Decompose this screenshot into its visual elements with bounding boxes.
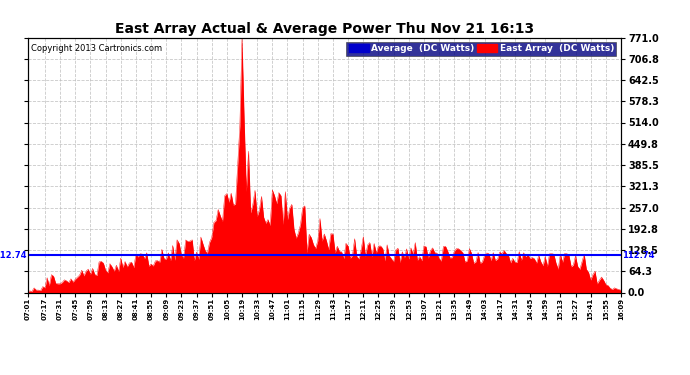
Text: 112.74: 112.74 xyxy=(622,251,654,260)
Title: East Array Actual & Average Power Thu Nov 21 16:13: East Array Actual & Average Power Thu No… xyxy=(115,22,534,36)
Text: Copyright 2013 Cartronics.com: Copyright 2013 Cartronics.com xyxy=(30,44,161,53)
Text: 112.74: 112.74 xyxy=(0,251,27,260)
Legend: Average  (DC Watts), East Array  (DC Watts): Average (DC Watts), East Array (DC Watts… xyxy=(346,42,616,56)
